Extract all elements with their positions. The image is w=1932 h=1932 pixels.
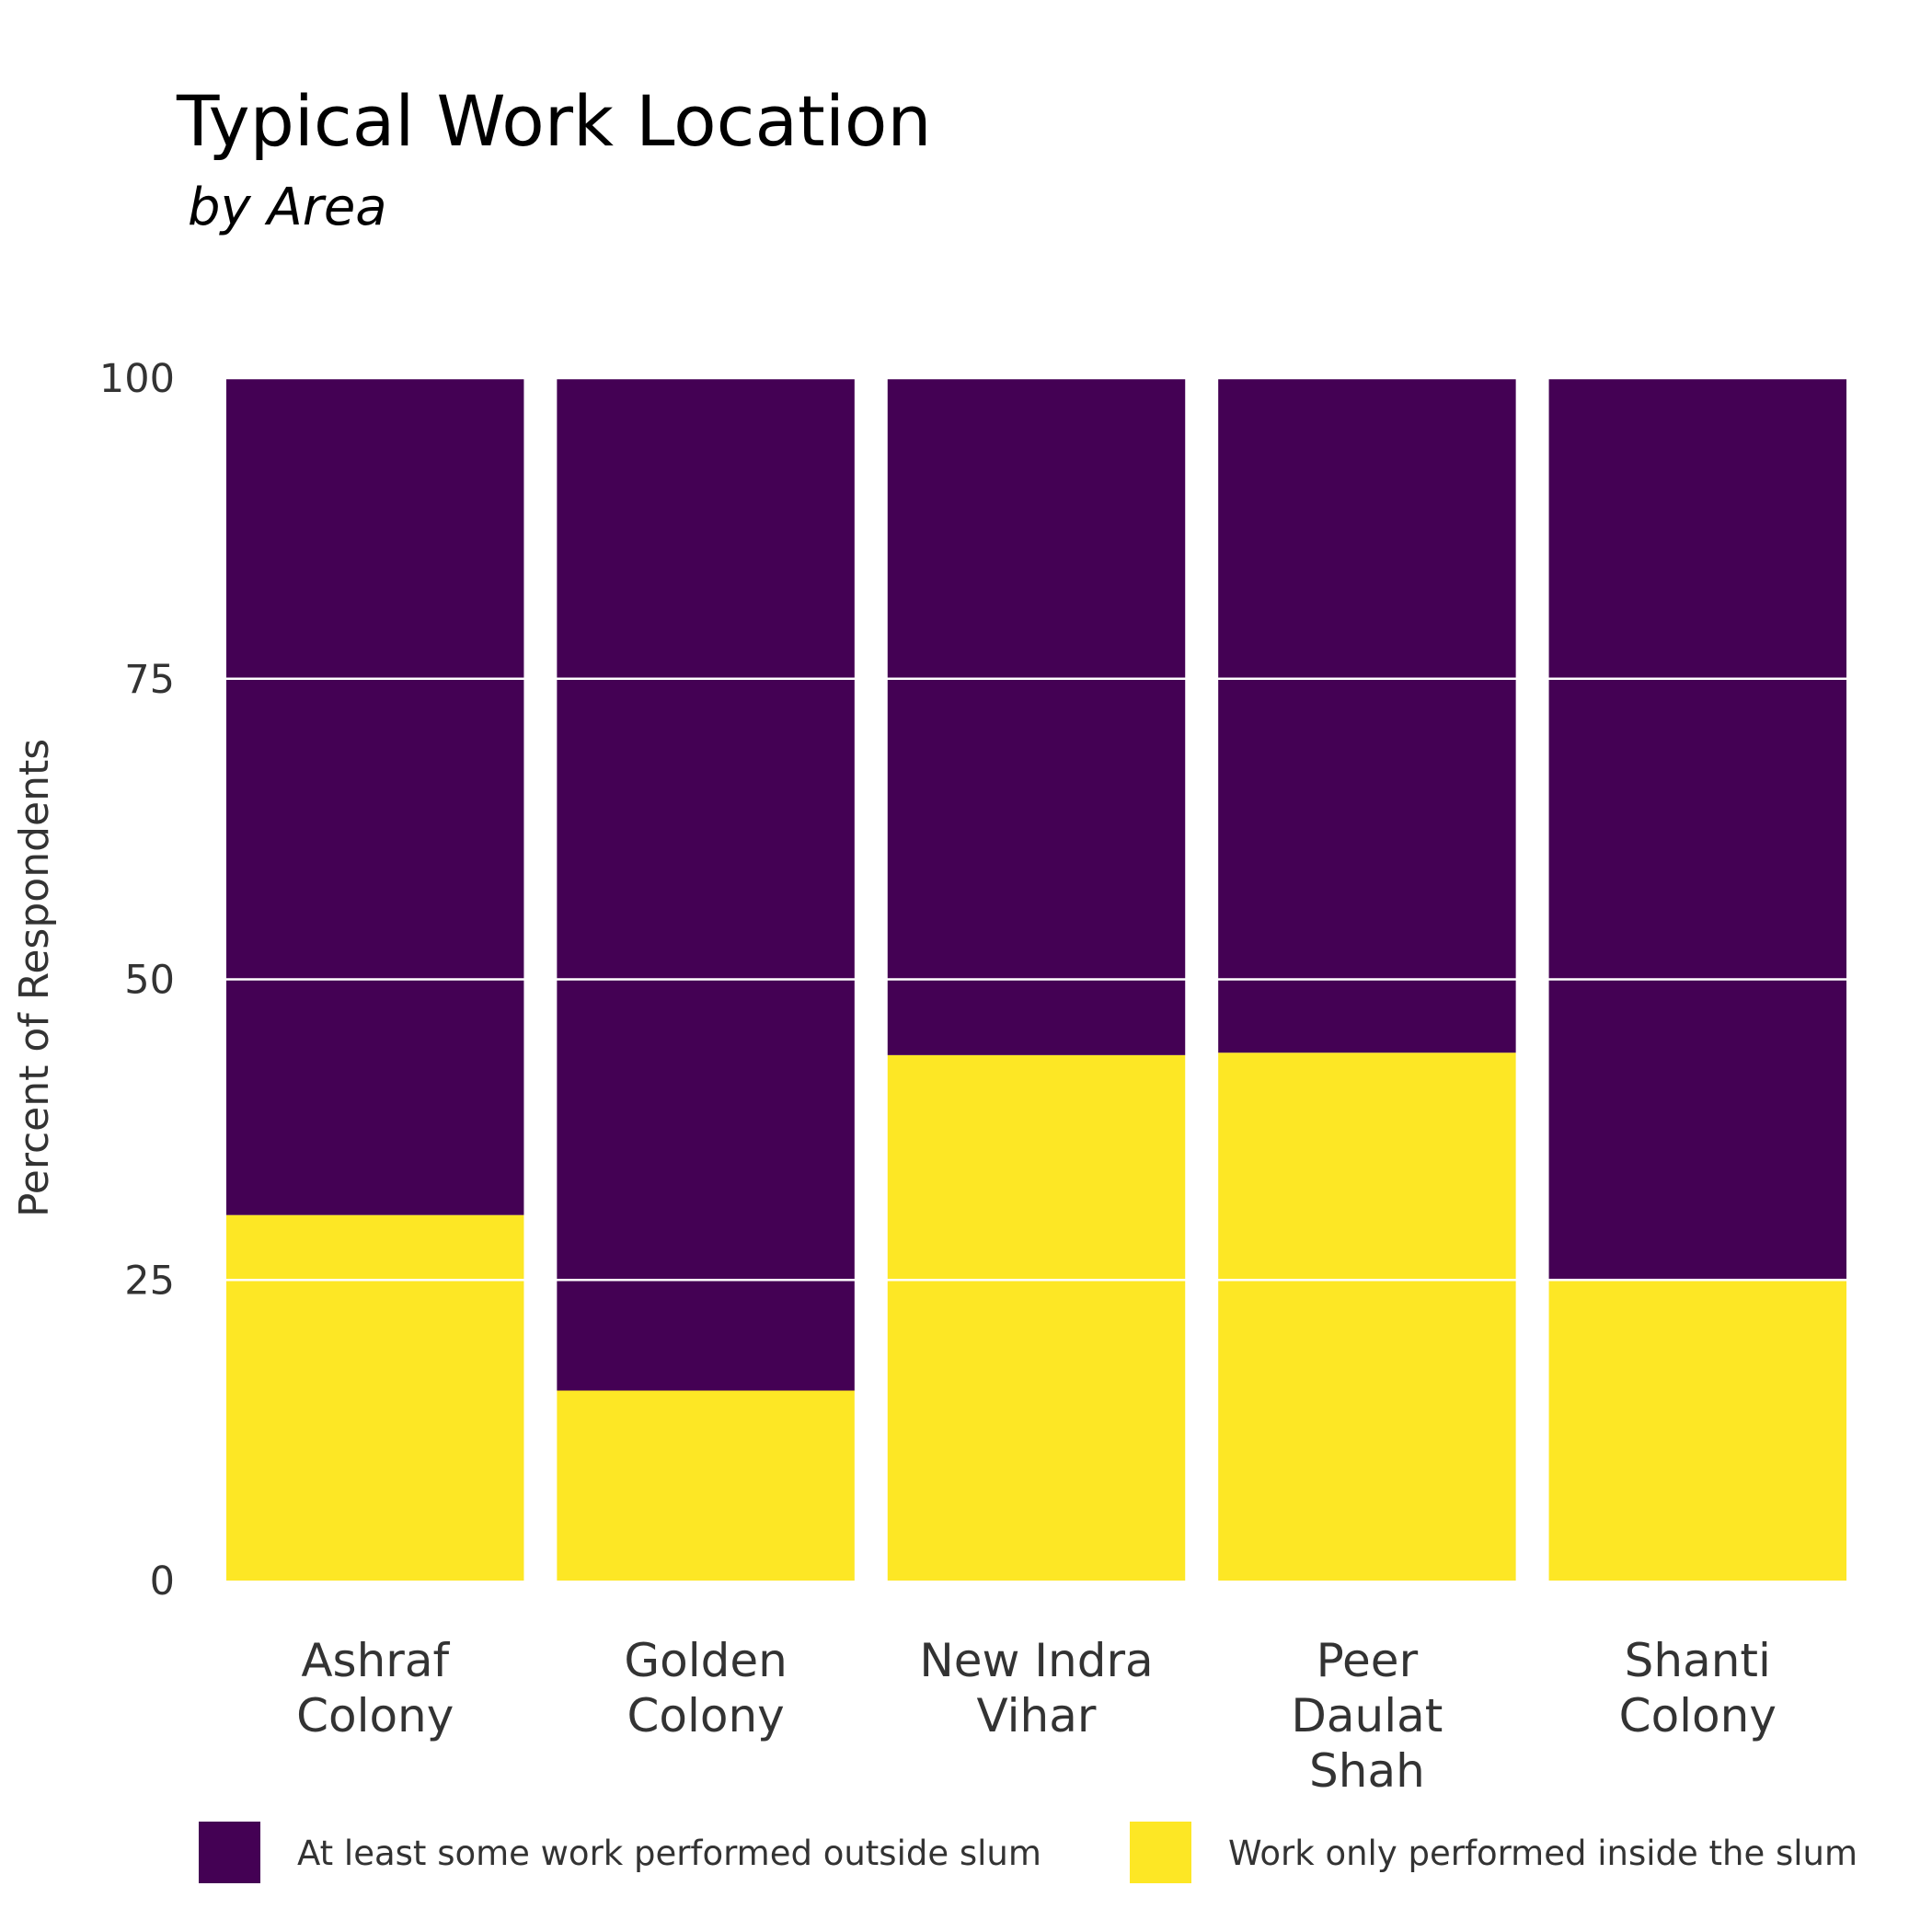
bar-segment-outside bbox=[1548, 378, 1847, 1279]
category-label: New Indra Vihar bbox=[919, 1634, 1153, 1742]
category-label: Golden Colony bbox=[624, 1634, 787, 1742]
legend-swatch bbox=[1130, 1822, 1191, 1883]
bars bbox=[225, 378, 1847, 1581]
y-axis-label: Percent of Respondents bbox=[11, 739, 58, 1217]
bar-segment-inside bbox=[1218, 1052, 1516, 1581]
chart-subtitle: by Area bbox=[188, 178, 387, 237]
bar-segment-inside bbox=[887, 1054, 1186, 1581]
y-tick-label: 0 bbox=[150, 1558, 175, 1604]
bar-segment-inside bbox=[557, 1390, 855, 1581]
y-tick-label: 25 bbox=[124, 1258, 175, 1304]
bar-segment-outside bbox=[1218, 378, 1516, 1053]
gridlines bbox=[210, 376, 1863, 1282]
category-label: Peer Daulat Shah bbox=[1291, 1634, 1443, 1798]
legend-label: Work only performed inside the slum bbox=[1228, 1834, 1857, 1873]
chart-title: Typical Work Location bbox=[176, 80, 932, 162]
bar-segment-inside bbox=[225, 1214, 524, 1581]
y-tick-label: 75 bbox=[124, 657, 175, 703]
category-label: Shanti Colony bbox=[1619, 1634, 1777, 1742]
y-axis-ticks: 0 25 50 75 100 bbox=[99, 356, 175, 1604]
x-axis-categories: Ashraf Colony Golden Colony New Indra Vihar Pe… bbox=[296, 1634, 1777, 1798]
legend-label: At least some work performed outside slu… bbox=[297, 1834, 1041, 1873]
bar-segment-inside bbox=[1548, 1278, 1847, 1581]
bar-segment-outside bbox=[887, 378, 1186, 1055]
y-tick-label: 50 bbox=[124, 958, 175, 1004]
legend-swatch bbox=[199, 1822, 260, 1883]
y-tick-label: 100 bbox=[99, 356, 175, 402]
bar-segment-outside bbox=[557, 378, 855, 1391]
category-label: Ashraf Colony bbox=[296, 1634, 454, 1742]
bar-segment-outside bbox=[225, 378, 524, 1215]
legend: At least some work performed outside slu… bbox=[199, 1822, 1857, 1883]
